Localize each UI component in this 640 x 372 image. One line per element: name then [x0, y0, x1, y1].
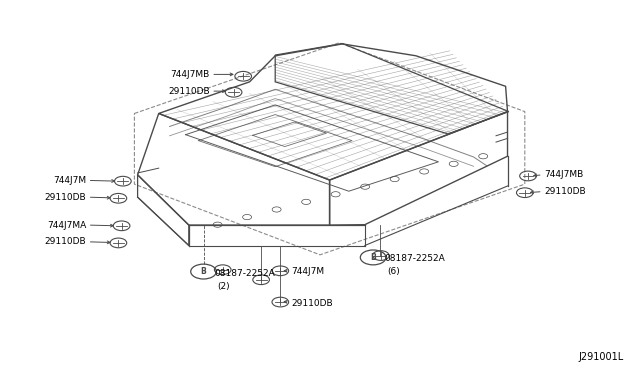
Text: B: B — [371, 253, 376, 262]
Text: 744J7MB: 744J7MB — [544, 170, 583, 179]
Text: 29110DB: 29110DB — [45, 193, 86, 202]
Text: B: B — [201, 267, 206, 276]
Text: 744J7M: 744J7M — [53, 176, 86, 185]
Text: 29110DB: 29110DB — [168, 87, 210, 96]
Text: 29110DB: 29110DB — [291, 299, 333, 308]
Text: 29110DB: 29110DB — [544, 187, 586, 196]
Text: 08187-2252A: 08187-2252A — [214, 269, 275, 278]
Text: J291001L: J291001L — [579, 352, 624, 362]
Text: 29110DB: 29110DB — [45, 237, 86, 246]
Text: (2): (2) — [218, 282, 230, 291]
Text: 744J7MB: 744J7MB — [171, 70, 210, 79]
Text: (6): (6) — [387, 267, 400, 276]
Text: 744J7M: 744J7M — [291, 267, 324, 276]
Text: 744J7MA: 744J7MA — [47, 221, 86, 230]
Text: 08187-2252A: 08187-2252A — [384, 254, 445, 263]
